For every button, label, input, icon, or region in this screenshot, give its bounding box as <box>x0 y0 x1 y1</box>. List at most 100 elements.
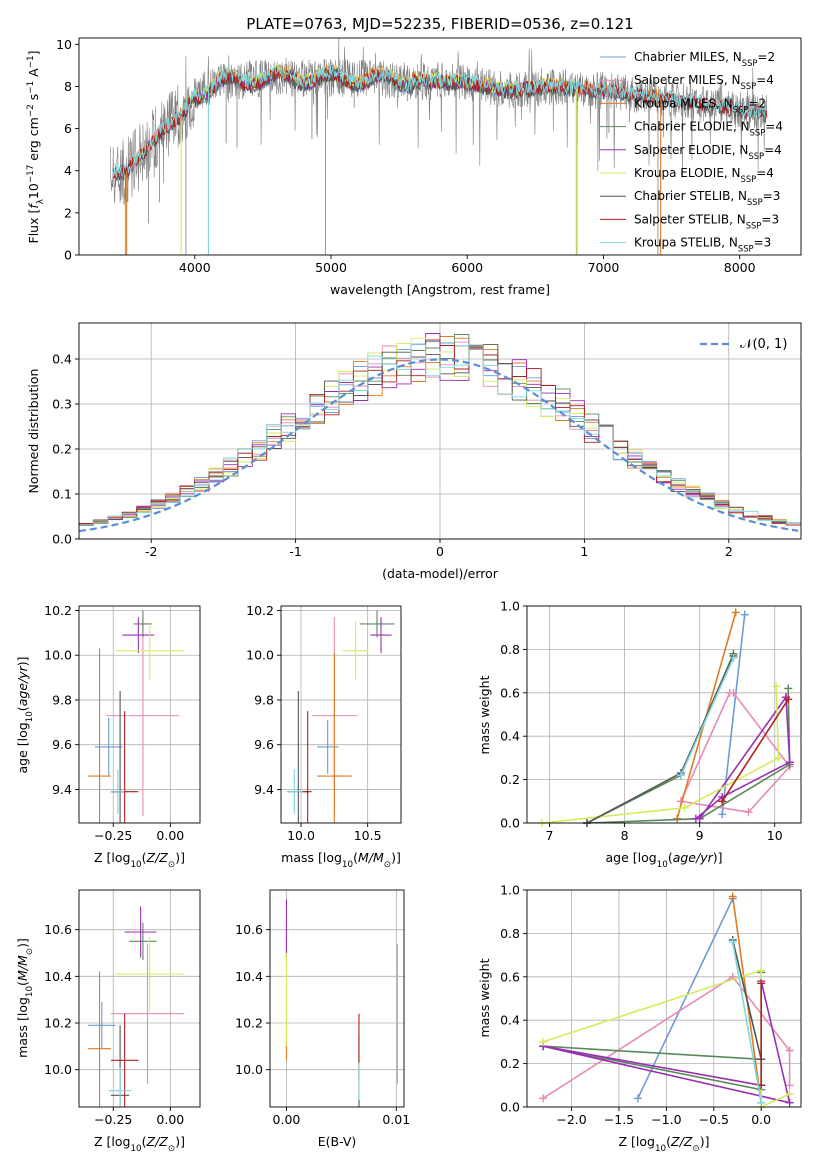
weight_vs_age-series-chabrier-miles-marker <box>718 810 727 819</box>
weight_vs_Z-ytick-label: 0.2 <box>500 1056 520 1071</box>
weight_vs_age-plot-area <box>527 606 801 823</box>
mass_vs_ebv-ytick-label: 10.2 <box>235 1016 263 1031</box>
weight_vs_Z-xtick-label: −2.0 <box>556 1112 586 1127</box>
weight_vs_Z-xlabel: Z [log10(Z/Z⊙)] <box>619 1134 710 1154</box>
weight_vs_age-series-kroupa-elodie <box>541 686 780 823</box>
residuals-ytick-label: 0.0 <box>52 532 72 547</box>
mass_vs_Z-ylabel: mass [log10(M/M⊙)] <box>15 938 35 1058</box>
spectrum-ytick-label: 8 <box>64 79 72 94</box>
weight_vs_Z-series-kroupa-elodie-marker <box>757 966 766 975</box>
weight_vs_age-series-salpeter-elodie-marker <box>785 758 794 767</box>
spectrum-xtick-label: 4000 <box>179 260 211 275</box>
spectrum-legend-label: Kroupa MILES, NSSP=2 <box>634 96 766 114</box>
weight_vs_Z-series-kroupa-stelib <box>731 941 762 1103</box>
age_vs_Z-ytick-label: 9.6 <box>52 737 72 752</box>
weight_vs_age-spines <box>526 605 802 824</box>
weight_vs_Z-spines <box>526 889 802 1108</box>
spectrum-ytick-label: 10 <box>56 37 72 52</box>
spectrum-ytick-label: 0 <box>64 248 72 263</box>
weight_vs_age-series-kroupa-miles-marker <box>731 608 740 617</box>
spectrum-legend-label: Salpeter ELODIE, NSSP=4 <box>634 143 782 161</box>
mass_vs_Z-errorbar-salpeter-stelib <box>110 1013 139 1107</box>
weight_vs_age-axes <box>527 605 801 824</box>
age_vs_mass-xtick-label: 10.5 <box>354 828 382 843</box>
mass_vs_Z-frame: −0.25 0.00 10.0 10.2 10.4 10.6 <box>44 889 201 1127</box>
age_vs_Z-ytick-label: 9.4 <box>52 782 72 797</box>
weight_vs_age-xtick-label: 9 <box>696 828 704 843</box>
mass_vs_ebv-ytick-label: 10.0 <box>235 1062 263 1077</box>
spectrum-xtick-label: 5000 <box>315 260 347 275</box>
weight_vs_Z-series-kroupa-stelib-marker <box>757 1098 766 1107</box>
residuals-xtick-label: 0 <box>436 544 444 559</box>
spectrum-ytick-label: 6 <box>64 121 72 136</box>
weight_vs_age-series-salpeter-stelib-marker <box>784 695 793 704</box>
spectrum-legend-label: Chabrier STELIB, NSSP=3 <box>634 189 780 207</box>
spectrum-ylabel: Flux [fλ10−17 erg cm−2 s−1 A−1] <box>26 51 46 244</box>
weight_vs_age-series-salpeter-stelib-marker <box>718 797 727 806</box>
weight_vs_age-series-salpeter-elodie <box>693 696 791 820</box>
weight_vs_age-series-kroupa-stelib-marker <box>676 771 685 780</box>
residual-legend-label: 𝒩(0, 1) <box>740 337 787 352</box>
spectrum-axes <box>79 38 801 255</box>
spectrum-xtick-label: 7000 <box>588 260 620 275</box>
age_vs_mass-axes <box>281 606 401 823</box>
weight_vs_age-series-kroupa-stelib-marker <box>729 654 738 663</box>
age_vs_mass-ytick-label: 9.6 <box>254 737 274 752</box>
age_vs_mass-errorbar-kroupa-miles <box>317 652 352 823</box>
weight_vs_Z-ytick-label: 0.6 <box>500 969 520 984</box>
spectrum-plot-area <box>79 38 801 255</box>
age_vs_Z-xtick-label: −0.25 <box>94 828 132 843</box>
age_vs_mass-errorbar-salpeter-elodie <box>370 617 392 653</box>
mass_vs_ebv-axes <box>270 890 404 1107</box>
weight_vs_Z-xtick-label: −1.5 <box>604 1112 634 1127</box>
mass_vs_Z-errorbar-salpeter-miles <box>110 943 185 1084</box>
weight_vs_age-ytick-label: 1.0 <box>500 599 520 614</box>
spectrum-xlabel: wavelength [Angstrom, rest frame] <box>330 282 550 297</box>
age_vs_mass-errorbar-chabrier-elodie <box>359 610 395 638</box>
residual-normal-curve <box>79 358 799 533</box>
weight_vs_Z-ytick-label: 0.0 <box>500 1100 520 1115</box>
weight_vs_Z-xtick-label: 0.0 <box>751 1112 771 1127</box>
weight_vs_Z-series-salpeter-miles-marker <box>785 1046 794 1055</box>
weight_vs_age-series-salpeter-stelib <box>721 698 789 802</box>
mass_vs_Z-ytick-label: 10.4 <box>44 969 72 984</box>
weight_vs_Z-series-chabrier-stelib <box>731 939 762 1060</box>
mass_vs_Z-ytick-label: 10.6 <box>44 922 72 937</box>
spectrum-ytick-label: 4 <box>64 163 72 178</box>
mass_vs_ebv-ytick-label: 10.4 <box>235 969 263 984</box>
weight_vs_age-ytick-label: 0.6 <box>500 685 520 700</box>
age_vs_Z-spines <box>78 605 201 824</box>
spectrum-legend-label: Chabrier MILES, NSSP=2 <box>634 50 775 68</box>
age_vs_mass-frame: 10.0 10.5 9.4 9.6 9.8 10.0 10.2 <box>246 603 402 843</box>
weight_vs_age-ylabel: mass weight <box>477 675 492 754</box>
weight_vs_Z-ylabel: mass weight <box>477 958 492 1037</box>
residuals-ytick-label: 0.1 <box>52 487 72 502</box>
mass_vs_Z-spines <box>78 889 201 1108</box>
age_vs_Z-ytick-label: 9.8 <box>52 692 72 707</box>
mass_vs_Z-errorbar-chabrier-elodie <box>129 922 157 960</box>
spectrum-xtick-label: 8000 <box>724 260 756 275</box>
mass_vs_ebv-frame: 0.00 0.01 10.0 10.2 10.4 10.6 <box>235 889 410 1127</box>
mass_vs_Z-xtick-label: −0.25 <box>94 1112 132 1127</box>
figure-title: PLATE=0763, MJD=52235, FIBERID=0536, z=0… <box>246 15 633 33</box>
residuals-ytick-label: 0.4 <box>52 352 72 367</box>
mass_vs_ebv-plot-area <box>270 890 404 1107</box>
residuals-ytick-label: 0.3 <box>52 397 72 412</box>
mass_vs_Z-errorbar-chabrier-miles <box>88 1002 116 1049</box>
weight_vs_Z-xtick-label: −0.5 <box>699 1112 729 1127</box>
spectrum-legend-label: Kroupa STELIB, NSSP=3 <box>634 236 771 254</box>
residuals-xtick-label: -1 <box>289 544 301 559</box>
weight_vs_age-xtick-label: 10 <box>767 828 783 843</box>
spectrum-legend-label: Salpeter STELIB, NSSP=3 <box>634 212 779 230</box>
age_vs_mass-xtick-label: 10.0 <box>287 828 315 843</box>
weight_vs_age-series-kroupa-stelib <box>680 657 735 776</box>
weight_vs_age-series-salpeter-elodie-marker <box>695 814 704 823</box>
spectrum-ytick-label: 2 <box>64 205 72 220</box>
residual-hist-kroupa-stelib <box>79 344 801 539</box>
weight_vs_Z-series-chabrier-miles-marker <box>633 1094 642 1103</box>
weight_vs_Z-series-kroupa-stelib-marker <box>728 938 737 947</box>
mass_vs_ebv-xtick-label: 0.00 <box>273 1112 301 1127</box>
mass_vs_ebv-spines <box>269 889 405 1108</box>
residuals-xtick-label: 2 <box>725 544 733 559</box>
